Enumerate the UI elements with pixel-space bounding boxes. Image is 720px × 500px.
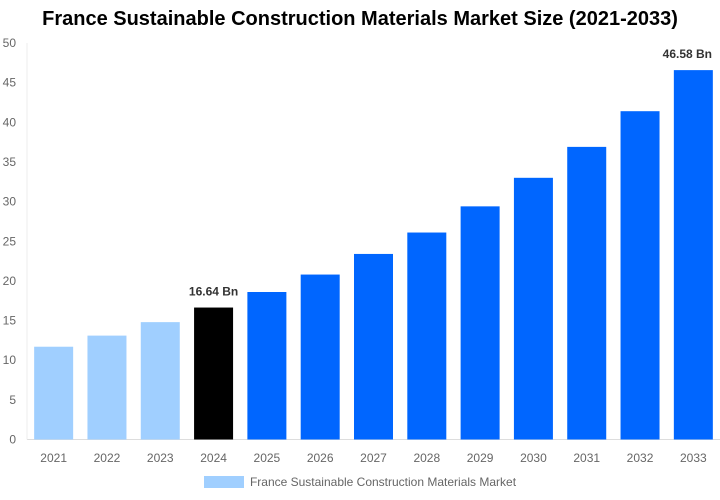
bar-2024 — [194, 307, 234, 440]
x-tick-label: 2022 — [94, 451, 121, 465]
chart-title: France Sustainable Construction Material… — [42, 8, 678, 30]
x-tick-label: 2024 — [200, 451, 227, 465]
bar-2033 — [673, 70, 713, 440]
y-tick-label: 40 — [3, 115, 17, 129]
x-tick-label: 2023 — [147, 451, 174, 465]
x-tick-label: 2031 — [573, 451, 600, 465]
bar-2021 — [34, 346, 74, 440]
bar-2026 — [300, 274, 340, 440]
bar-2028 — [407, 232, 447, 440]
bar-2027 — [354, 253, 393, 440]
legend[interactable]: France Sustainable Construction Material… — [0, 475, 720, 489]
y-tick-label: 0 — [9, 433, 16, 447]
y-tick-label: 20 — [3, 274, 17, 288]
y-tick-label: 15 — [3, 314, 17, 328]
y-tick-label: 45 — [3, 76, 17, 90]
x-tick-label: 2025 — [254, 451, 281, 465]
data-label: 46.58 Bn — [663, 47, 712, 61]
y-tick-label: 35 — [3, 155, 17, 169]
x-tick-label: 2033 — [680, 451, 707, 465]
y-tick-label: 25 — [3, 234, 17, 248]
data-label: 16.64 Bn — [189, 285, 238, 299]
bar-2025 — [247, 292, 287, 440]
y-tick-label: 5 — [9, 393, 16, 407]
y-tick-label: 30 — [3, 195, 17, 209]
bar-2023 — [140, 322, 180, 440]
x-tick-label: 2029 — [467, 451, 494, 465]
bar-2031 — [567, 146, 607, 440]
x-tick-label: 2028 — [413, 451, 440, 465]
x-tick-label: 2026 — [307, 451, 334, 465]
bar-2022 — [87, 335, 127, 440]
y-tick-label: 50 — [3, 36, 17, 50]
legend-label: France Sustainable Construction Material… — [249, 475, 517, 489]
bar-2029 — [460, 206, 500, 440]
x-tick-label: 2032 — [627, 451, 654, 465]
bar-2032 — [620, 111, 660, 440]
x-tick-label: 2030 — [520, 451, 547, 465]
x-tick-label: 2027 — [360, 451, 387, 465]
bar-2030 — [513, 177, 553, 440]
y-tick-label: 10 — [3, 353, 17, 367]
x-tick-label: 2021 — [40, 451, 67, 465]
legend-swatch — [203, 476, 244, 488]
